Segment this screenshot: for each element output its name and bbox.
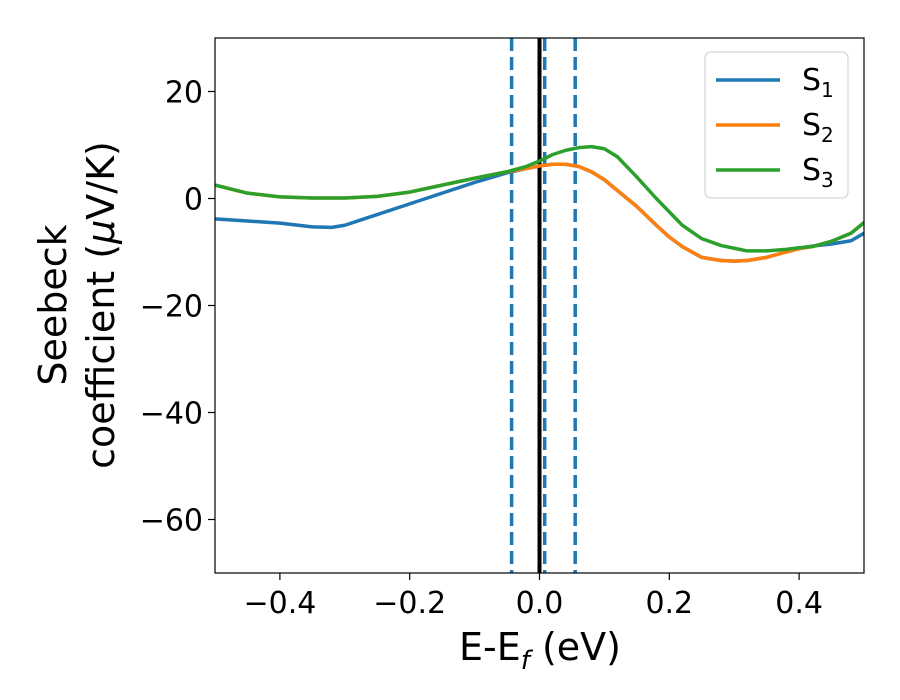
x-axis-label: E-Ef (eV) (459, 625, 621, 676)
x-tick-label: 0.4 (775, 586, 823, 621)
x-tick-label: −0.2 (373, 586, 446, 621)
y-tick-label: −60 (140, 504, 203, 539)
legend-label-s1: S1 (802, 63, 834, 102)
legend-label-s2: S2 (802, 108, 834, 147)
x-tick-label: 0.2 (645, 586, 693, 621)
x-tick-label: 0.0 (516, 586, 564, 621)
legend-label-s3: S3 (802, 153, 834, 192)
y-axis-ticks: 20 0 −20 −40 −60 (140, 76, 215, 539)
series-line-s3 (215, 144, 864, 253)
y-axis-label-line1: Seebeck (31, 224, 75, 385)
y-tick-label: −20 (140, 290, 203, 325)
y-axis-label: Seebeck coefficient (μV/K) (31, 141, 123, 469)
y-axis-label-line2: coefficient (μV/K) (79, 141, 123, 469)
reference-lines (509, 38, 577, 573)
series-lines (215, 144, 864, 263)
x-tick-label: −0.4 (243, 586, 316, 621)
y-tick-label: 0 (184, 183, 203, 218)
x-axis-ticks: −0.4 −0.2 0.0 0.2 0.4 (243, 573, 823, 621)
y-tick-label: 20 (165, 76, 203, 111)
legend: S1 S2 S3 (704, 51, 849, 199)
y-tick-label: −40 (140, 397, 203, 432)
